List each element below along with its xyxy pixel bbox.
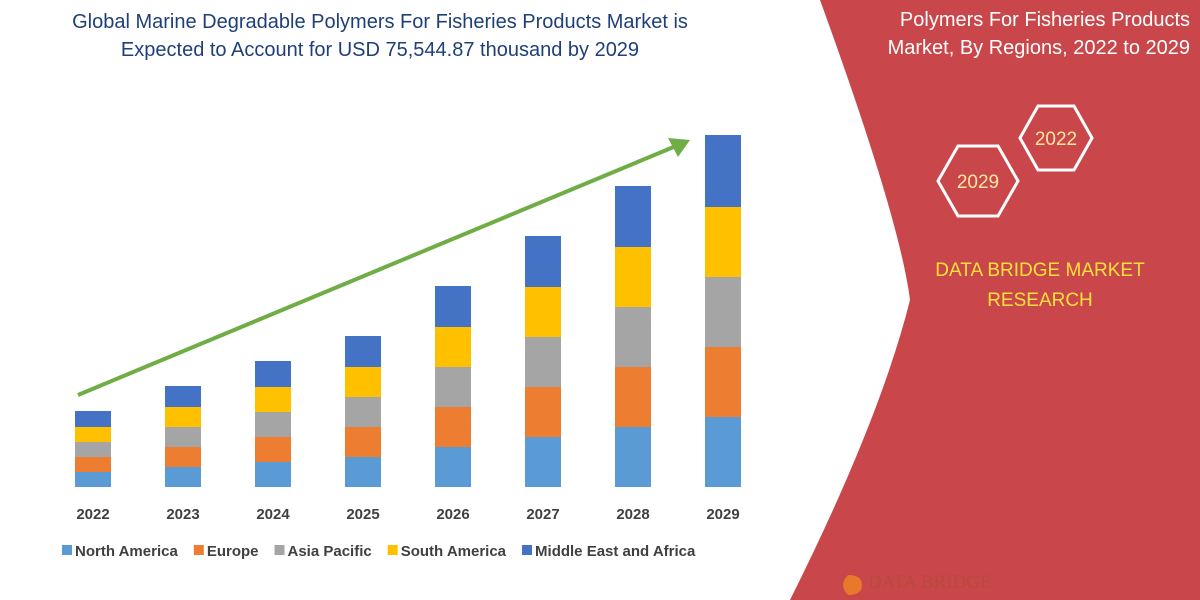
chart-title: Global Marine Degradable Polymers For Fi…	[72, 11, 688, 61]
bar-segment	[165, 407, 201, 427]
side-title: Polymers For Fisheries Products Market, …	[887, 9, 1190, 59]
bar-segment	[705, 277, 741, 347]
bar-segment	[705, 207, 741, 277]
bar-segment	[615, 307, 651, 367]
legend-swatch	[193, 545, 204, 555]
x-tick-label: 2024	[256, 506, 290, 523]
trend-arrow-head	[668, 138, 690, 157]
legend-label: South America	[401, 543, 507, 560]
bar-segment	[255, 462, 291, 487]
legend-label: Asia Pacific	[288, 543, 372, 560]
bar-segment	[435, 286, 471, 327]
bar-segment	[255, 361, 291, 387]
plot: 2022 2023 2024 2025 2026 2027 2028 2029 North Am…	[62, 135, 741, 560]
bar-segment	[705, 347, 741, 417]
bar-segment	[75, 472, 111, 487]
legend-swatch	[387, 545, 398, 555]
side-panel-bg	[790, 0, 1200, 600]
bar-segment	[525, 437, 561, 487]
bar-segment	[75, 442, 111, 457]
logo-icon	[843, 575, 862, 595]
bar-segment	[255, 437, 291, 462]
bar-segment	[345, 367, 381, 397]
hexagon-label: 2029	[957, 172, 999, 193]
hexagon	[1018, 104, 1094, 172]
bar-segment	[345, 397, 381, 427]
bar-segment	[165, 467, 201, 487]
x-tick-label: 2029	[706, 506, 739, 523]
bar-segment	[435, 327, 471, 367]
x-tick-label: 2028	[616, 506, 649, 523]
bar-segment	[615, 186, 651, 247]
bar-segment	[705, 417, 741, 487]
bar-segment	[435, 367, 471, 407]
bar-segment	[435, 407, 471, 447]
trend-arrow	[77, 144, 677, 397]
bar-segment	[525, 337, 561, 387]
bar-segment	[255, 387, 291, 412]
bar-segment	[525, 236, 561, 287]
bar-segment	[615, 247, 651, 307]
bar-segment	[345, 336, 381, 367]
bar-segment	[345, 427, 381, 457]
bar-segment	[255, 412, 291, 437]
bar-segment	[525, 387, 561, 437]
bar-segment	[75, 427, 111, 442]
bar-segment	[615, 427, 651, 487]
bar-segment	[435, 447, 471, 487]
legend-swatch	[274, 545, 285, 555]
bar-segment	[525, 287, 561, 337]
x-tick-label: 2025	[346, 506, 379, 523]
legend-swatch	[522, 545, 533, 555]
bar-segment	[345, 457, 381, 487]
bar-segment	[75, 457, 111, 472]
legend-label: North America	[75, 543, 178, 560]
bar-segment	[165, 427, 201, 447]
logo: DATA BRIDGE	[868, 572, 992, 593]
legend-label: Middle East and Africa	[535, 543, 696, 560]
bar-segment	[165, 447, 201, 467]
x-tick-label: 2026	[436, 506, 469, 523]
x-tick-label: 2027	[526, 506, 559, 523]
x-tick-label: 2023	[166, 506, 199, 523]
bar-segment	[75, 411, 111, 427]
bar-segment	[705, 135, 741, 207]
hexagon	[936, 144, 1020, 218]
x-tick-label: 2022	[76, 506, 109, 523]
legend-swatch	[62, 545, 72, 555]
brand: DATA BRIDGE MARKET RESEARCH	[935, 260, 1145, 311]
hexagon-label: 2022	[1035, 129, 1077, 150]
bar-segment	[165, 386, 201, 407]
bar-segment	[615, 367, 651, 427]
legend-label: Europe	[207, 543, 259, 560]
